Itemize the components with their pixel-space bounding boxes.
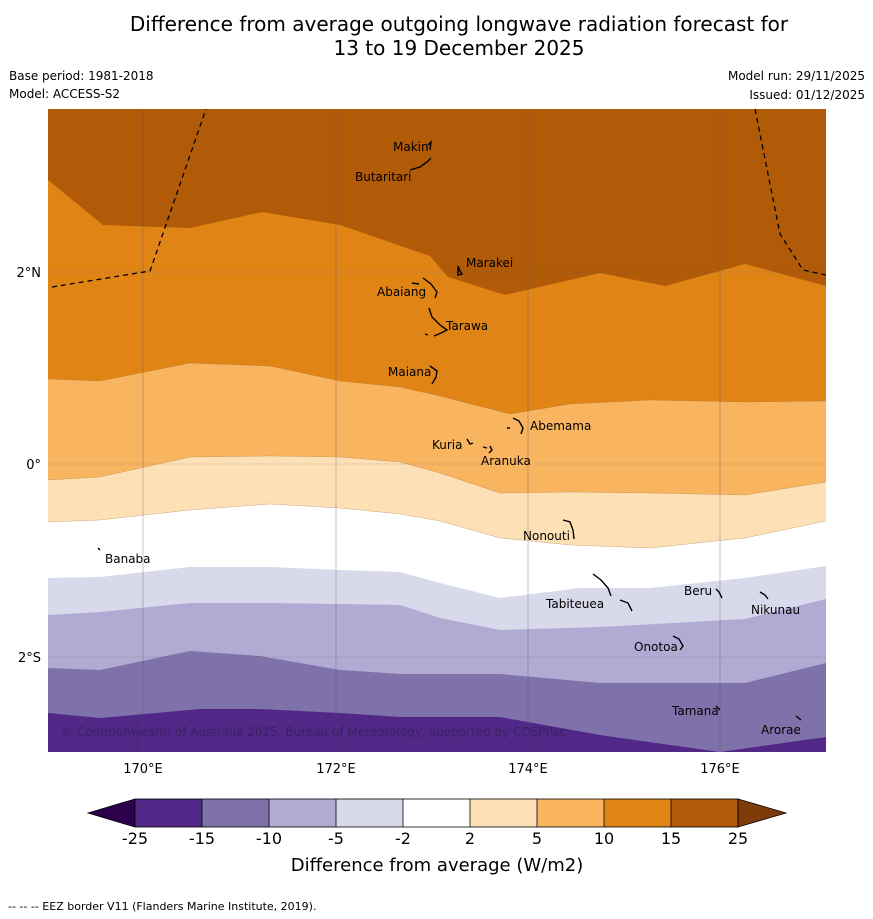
tamana-island: [715, 705, 721, 711]
band-15-to-25: [48, 109, 826, 295]
lon-label: 170°E: [123, 762, 163, 777]
nonouti-island: [562, 519, 575, 540]
colorbar-swatch: [403, 799, 470, 827]
colorbar-swatch: [336, 799, 403, 827]
place-label: Arorae: [761, 723, 801, 737]
contour-lines: [48, 362, 826, 549]
copyright-notice: © Commonwealth of Australia 2025, Bureau…: [61, 725, 566, 739]
colorbar-extend-low: [86, 798, 136, 828]
colorbar-swatch: [202, 799, 269, 827]
place-label: Onotoa: [634, 640, 678, 654]
colorbar-extend-high: [737, 798, 788, 828]
colorbar-swatch: [537, 799, 604, 827]
onotoa-island: [672, 635, 684, 651]
title-line-1: Difference from average outgoing longwav…: [129, 12, 789, 36]
colorbar-tick: -15: [189, 829, 215, 848]
colorbar: -25 -15 -10 -5 -2 2 5 10 15 25 Differenc…: [86, 798, 788, 876]
beru-island: [715, 588, 723, 599]
lat-label: 2°S: [18, 651, 41, 666]
map-title: Difference from average outgoing longwav…: [0, 12, 873, 60]
graticule: [48, 109, 826, 752]
makin-island: [427, 140, 432, 151]
tabiteuea-island: [592, 573, 633, 612]
arorae-island: [795, 715, 802, 721]
eez-footnote: -- -- -- EEZ border V11 (Flanders Marine…: [8, 900, 317, 913]
abemama-island: [507, 417, 524, 435]
colorbar-tick: 5: [532, 829, 542, 848]
colorbar-tick: -2: [395, 829, 411, 848]
islands: [97, 140, 802, 721]
colorbar-tick: -10: [256, 829, 282, 848]
place-label: Maiana: [388, 365, 431, 379]
place-label: Marakei: [466, 256, 513, 270]
place-label: Abemama: [530, 419, 591, 433]
lat-label: 2°N: [17, 266, 42, 281]
place-label: Kuria: [432, 438, 463, 452]
lat-label: 0°: [26, 458, 41, 473]
place-label: Abaiang: [377, 285, 426, 299]
colorbar-tick: 10: [594, 829, 614, 848]
colorbar-tick: 15: [661, 829, 681, 848]
model-run: Model run: 29/11/2025: [727, 69, 865, 83]
place-label: Nikunau: [751, 603, 800, 617]
colorbar-swatch: [470, 799, 537, 827]
marakei-island: [457, 265, 464, 276]
maiana-island: [429, 365, 438, 385]
butaritari-island: [409, 157, 432, 171]
colorbar-tick: 2: [465, 829, 475, 848]
colorbar-swatch: [671, 799, 738, 827]
tarawa-island: [424, 307, 449, 337]
place-label: Aranuka: [481, 454, 531, 468]
place-label: Nonouti: [523, 529, 570, 543]
nikunau-island: [759, 591, 769, 600]
lon-label: 172°E: [316, 762, 356, 777]
base-period: Base period: 1981-2018: [9, 69, 154, 83]
colorbar-swatch: [135, 799, 202, 827]
place-label: Tabiteuea: [545, 597, 604, 611]
model-name: Model: ACCESS-S2: [9, 87, 121, 101]
lon-label: 176°E: [700, 762, 740, 777]
banaba-island: [97, 547, 101, 551]
colorbar-swatch: [269, 799, 336, 827]
place-label: Beru: [684, 584, 712, 598]
place-label: Tamana: [671, 704, 719, 718]
title-line-2: 13 to 19 December 2025: [333, 36, 585, 60]
place-label: Banaba: [105, 552, 151, 566]
axis-labels: 170°E 172°E 174°E 176°E 2°N 0° 2°S: [17, 266, 740, 777]
issued-date: Issued: 01/12/2025: [749, 88, 865, 102]
contour-map: Makin Butaritari Marakei Abaiang Tarawa …: [48, 109, 826, 752]
colorbar-tick: 25: [728, 829, 748, 848]
colorbar-swatch: [604, 799, 671, 827]
place-label: Makin: [393, 140, 429, 154]
kuria-island: [466, 438, 474, 445]
colorbar-tick: -25: [122, 829, 148, 848]
place-label: Tarawa: [445, 319, 488, 333]
lon-label: 174°E: [508, 762, 548, 777]
place-label: Butaritari: [355, 170, 412, 184]
eez-border: [51, 109, 826, 288]
colorbar-tick: -5: [328, 829, 344, 848]
colorbar-label: Difference from average (W/m2): [291, 855, 583, 876]
aranuka-island: [482, 445, 493, 454]
abaiang-island: [411, 277, 438, 299]
place-labels: Makin Butaritari Marakei Abaiang Tarawa …: [105, 140, 801, 737]
